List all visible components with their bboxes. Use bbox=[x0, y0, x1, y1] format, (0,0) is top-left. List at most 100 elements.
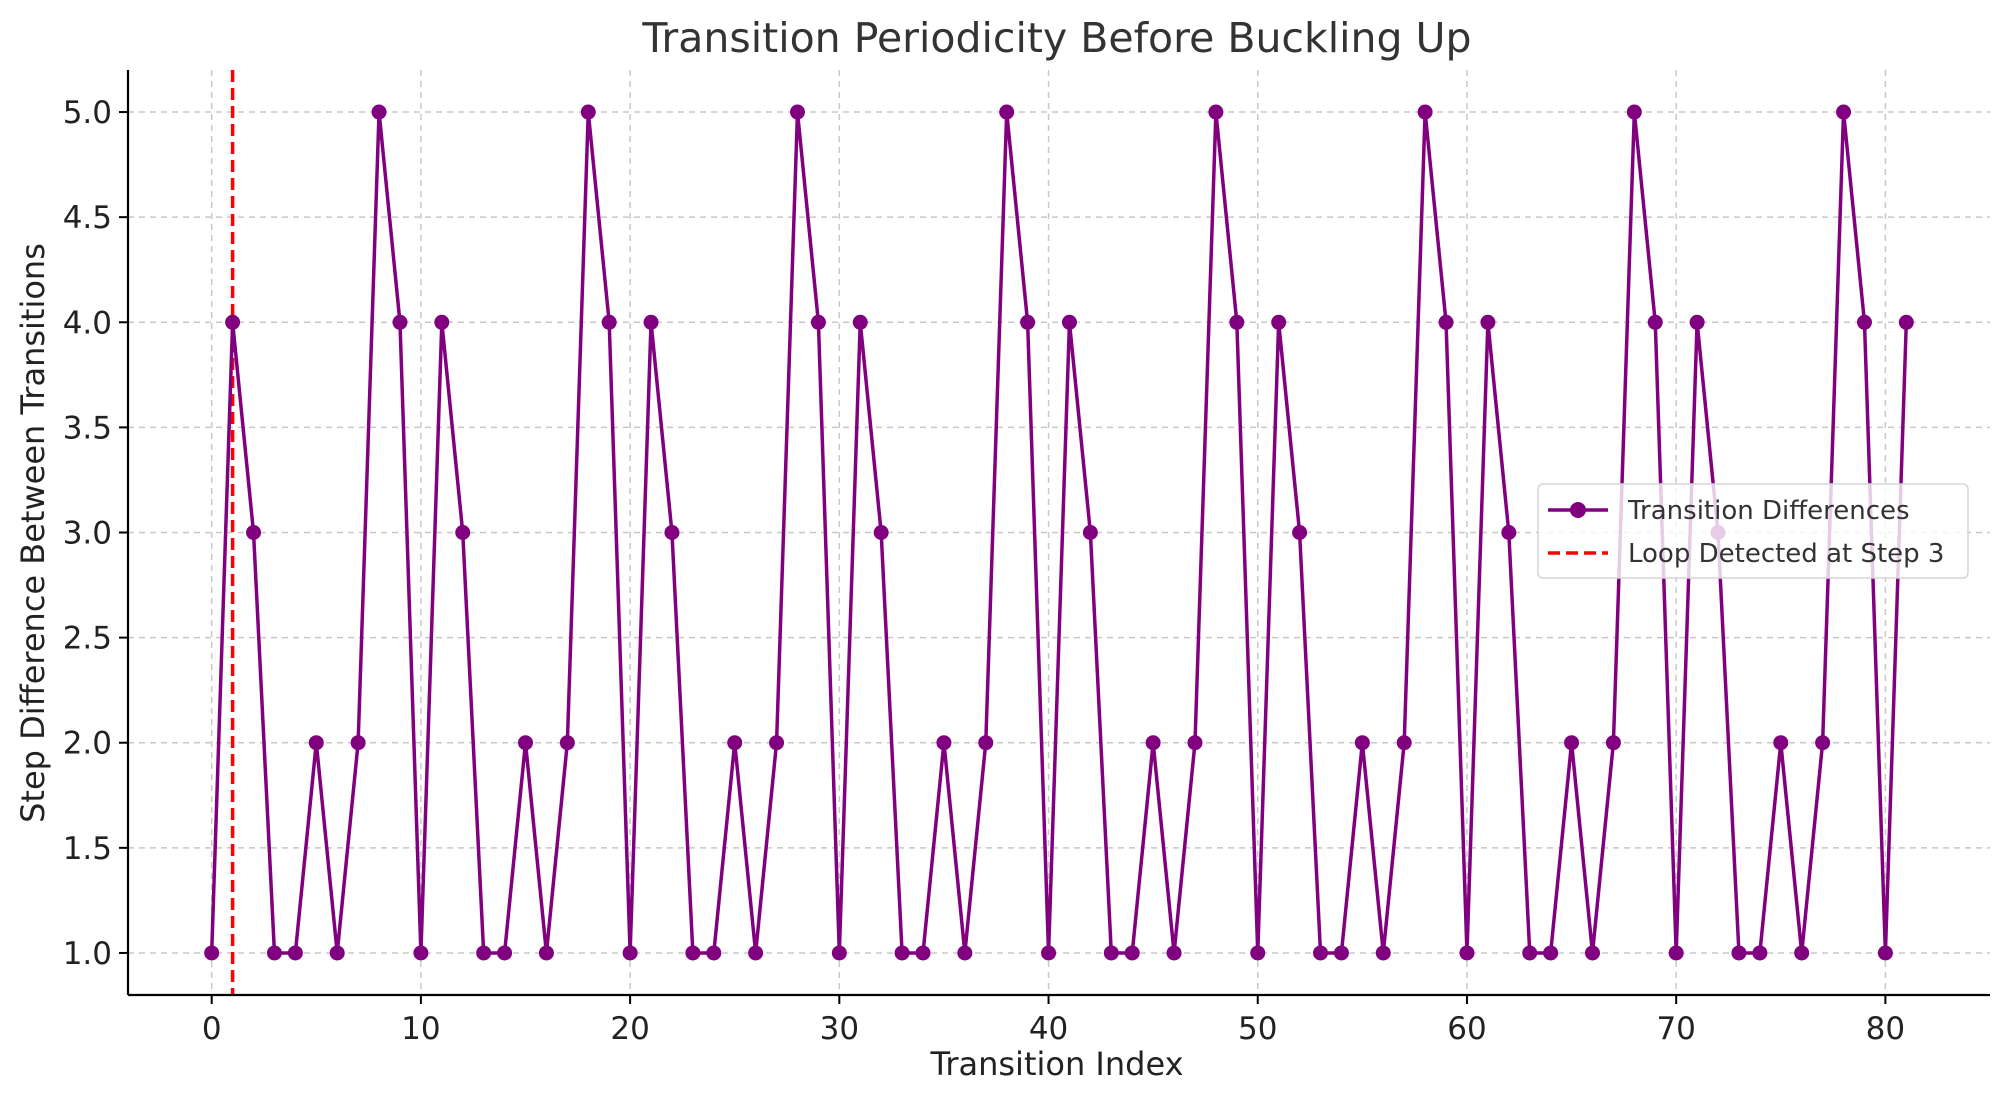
data-point bbox=[1124, 945, 1140, 961]
data-point bbox=[873, 525, 889, 540]
data-point bbox=[246, 525, 262, 540]
x-tick-label: 40 bbox=[1029, 1011, 1068, 1047]
data-point bbox=[999, 104, 1015, 120]
data-point bbox=[810, 314, 826, 330]
data-point bbox=[225, 314, 241, 330]
data-point bbox=[518, 735, 534, 751]
x-tick-label: 50 bbox=[1238, 1011, 1277, 1047]
x-tick-label: 60 bbox=[1447, 1011, 1486, 1047]
y-tick-label: 4.5 bbox=[63, 200, 112, 236]
data-point bbox=[643, 314, 659, 330]
y-tick-label: 1.0 bbox=[63, 936, 112, 972]
data-point bbox=[1480, 314, 1496, 330]
y-tick-label: 5.0 bbox=[63, 95, 112, 131]
data-point bbox=[329, 945, 345, 961]
data-point bbox=[706, 945, 722, 961]
data-point bbox=[1082, 525, 1098, 540]
data-point bbox=[455, 525, 471, 540]
data-point bbox=[1647, 314, 1663, 330]
data-point bbox=[1438, 314, 1454, 330]
y-axis-title: Step Difference Between Transitions bbox=[14, 243, 52, 823]
data-point bbox=[1898, 314, 1914, 330]
data-point bbox=[1313, 945, 1329, 961]
data-point bbox=[476, 945, 492, 961]
y-tick-label: 4.0 bbox=[63, 305, 112, 341]
data-point bbox=[1584, 945, 1600, 961]
data-point bbox=[727, 735, 743, 751]
data-point bbox=[1668, 945, 1684, 961]
data-point bbox=[769, 735, 785, 751]
y-tick-label: 2.0 bbox=[63, 726, 112, 762]
data-point bbox=[978, 735, 994, 751]
data-point bbox=[1564, 735, 1580, 751]
data-point bbox=[1417, 104, 1433, 120]
legend-box bbox=[1537, 483, 1969, 579]
data-point bbox=[287, 945, 303, 961]
data-point bbox=[1543, 945, 1559, 961]
data-point bbox=[1856, 314, 1872, 330]
data-point bbox=[1061, 314, 1077, 330]
y-tick-label: 1.5 bbox=[63, 831, 112, 867]
x-tick-label: 30 bbox=[820, 1011, 859, 1047]
data-point bbox=[1333, 945, 1349, 961]
data-point bbox=[1354, 735, 1370, 751]
data-point bbox=[434, 314, 450, 330]
data-point bbox=[1877, 945, 1893, 961]
x-tick-label: 80 bbox=[1866, 1011, 1905, 1047]
data-point bbox=[1773, 735, 1789, 751]
data-point bbox=[371, 104, 387, 120]
data-point bbox=[1271, 314, 1287, 330]
data-point bbox=[497, 945, 513, 961]
data-point bbox=[601, 314, 617, 330]
series-line-transition-differences bbox=[209, 110, 1909, 955]
data-point bbox=[413, 945, 429, 961]
data-point bbox=[1626, 104, 1642, 120]
data-point bbox=[1396, 735, 1412, 751]
data-point bbox=[664, 525, 680, 540]
data-point bbox=[1187, 735, 1203, 751]
y-tick-label: 2.5 bbox=[63, 621, 112, 657]
x-tick-label: 20 bbox=[610, 1011, 649, 1047]
data-point bbox=[1292, 525, 1308, 540]
data-point bbox=[748, 945, 764, 961]
data-point bbox=[1459, 945, 1475, 961]
data-point bbox=[1145, 735, 1161, 751]
data-point bbox=[1836, 104, 1852, 120]
legend-marker-transition-differences bbox=[1570, 502, 1586, 518]
data-point bbox=[1208, 104, 1224, 120]
data-point bbox=[1815, 735, 1831, 751]
data-point bbox=[308, 735, 324, 751]
legend-label-transition-differences: Transition Differences bbox=[1627, 496, 1910, 526]
data-point bbox=[685, 945, 701, 961]
x-tick-label: 10 bbox=[401, 1011, 440, 1047]
data-point bbox=[1020, 314, 1036, 330]
data-point bbox=[1103, 945, 1119, 961]
data-point bbox=[204, 945, 220, 961]
data-point bbox=[852, 314, 868, 330]
data-point bbox=[936, 735, 952, 751]
data-point bbox=[350, 735, 366, 751]
data-point bbox=[915, 945, 931, 961]
ticks: 0 10 20 30 40 50 60 70 80 1.0 1.5 2.0 2.5 3.0 3.5 4.0 4.… bbox=[63, 95, 1905, 1047]
x-tick-label: 70 bbox=[1656, 1011, 1695, 1047]
legend-label-loop-detected: Loop Detected at Step 3 bbox=[1628, 539, 1944, 569]
x-tick-label: 0 bbox=[202, 1011, 222, 1047]
data-point bbox=[538, 945, 554, 961]
data-point bbox=[831, 945, 847, 961]
data-point bbox=[1689, 314, 1705, 330]
legend: Transition Differences Loop Detected at … bbox=[1537, 483, 1969, 579]
data-point bbox=[1522, 945, 1538, 961]
data-point bbox=[1041, 945, 1057, 961]
data-point bbox=[559, 735, 575, 751]
data-point bbox=[1752, 945, 1768, 961]
data-point bbox=[1605, 735, 1621, 751]
y-tick-label: 3.0 bbox=[63, 516, 112, 552]
data-point bbox=[894, 945, 910, 961]
data-point bbox=[266, 945, 282, 961]
data-point bbox=[789, 104, 805, 120]
chart-title: Transition Periodicity Before Buckling U… bbox=[641, 14, 1471, 62]
y-tick-label: 3.5 bbox=[63, 410, 112, 446]
data-point bbox=[1731, 945, 1747, 961]
